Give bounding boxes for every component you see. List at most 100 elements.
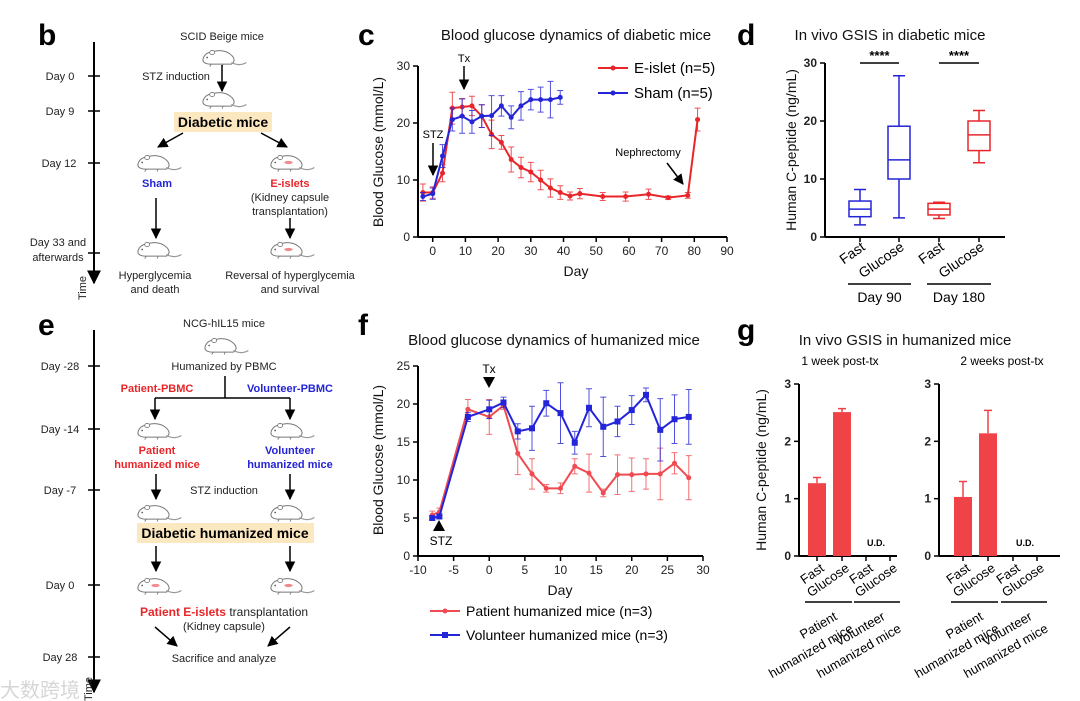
data-point [538,97,544,103]
highlight-box [174,112,272,132]
x-tick-label: 0 [429,244,436,258]
data-point [440,170,446,176]
mouse-illustration [137,241,182,260]
error-bar [959,480,967,497]
outcome-label: Reversal of hyperglycemia [225,270,355,282]
whisker [893,75,905,219]
watermark-logo: 大数跨境 [0,679,80,701]
series-1 [419,80,564,202]
x-tick-label: 15 [589,563,603,577]
mouse-illustration [137,504,182,523]
annotation-tx: Tx [458,53,471,65]
data-point [614,418,621,425]
volunteer-pbmc-label: Volunteer-PBMC [247,383,333,395]
data-point [529,471,535,477]
data-point [464,413,471,420]
y-tick-label: 0 [403,549,410,563]
annotation-stz: STZ [423,129,444,141]
data-point [558,485,563,491]
y-tick-label: 20 [804,114,818,128]
box-3 [967,109,991,164]
y-tick-label: 1 [924,492,931,506]
series-1 [429,382,692,521]
x-tick-label: 50 [590,244,604,258]
panel-d-chart: d In vivo GSIS in diabetic mice Human C-… [737,19,1005,305]
transplanted-mouse-illustration [271,155,314,171]
time-label: Time [77,276,89,300]
y-tick-label: 0 [403,230,410,244]
diabetic-label: Diabetic humanized mice [141,525,308,541]
panel-g-chart: g In vivo GSIS in humanized mice 1 week … [737,314,1060,681]
timeline-label: Day 12 [42,158,77,170]
data-point [646,191,652,197]
x-tick-label: 25 [661,563,675,577]
x-axis-label: Day [564,263,589,279]
data-point [500,399,507,406]
y-axis-label: Human C-peptide (ng/mL) [753,389,769,551]
end-label: Sacrifice and analyze [172,653,277,665]
y-tick-label: 0 [810,230,817,244]
data-point [486,406,493,413]
data-point [449,117,455,123]
x-tick-label: 10 [459,244,473,258]
x-tick-label: 90 [720,244,734,258]
data-point [643,471,649,477]
data-point [557,94,563,100]
data-point [529,425,535,432]
data-point [440,153,446,159]
significance-label: **** [869,48,890,63]
data-point [557,190,563,196]
x-tick-label: 40 [557,244,571,258]
mouse-illustration [202,49,247,68]
timeline-label: Day 9 [46,106,75,118]
data-point [657,426,664,433]
data-point [628,407,635,414]
patient-pbmc-label: Patient-PBMC [121,383,194,395]
annotation-nephrectomy: Nephrectomy [615,147,681,159]
x-tick-label: 30 [696,563,710,577]
box-1 [887,75,911,219]
data-point [518,164,524,170]
tx-marker-icon [483,377,495,388]
time-label: Time [83,677,95,701]
y-tick-label: 20 [397,397,411,411]
data-point [538,177,544,183]
subplot-title: 2 weeks post-tx [960,354,1043,368]
panel-letter: c [358,19,375,52]
data-point [586,404,592,411]
legend-label: Volunteer humanized mice (n=3) [466,627,668,643]
data-point [459,113,465,119]
diabetic-label: Diabetic mice [178,114,268,130]
data-point [465,406,471,412]
data-point [436,513,443,520]
eislets-note: transplantation) [252,206,328,218]
legend-label: Sham (n=5) [634,85,713,102]
group-label: Day 180 [933,289,985,305]
y-tick-label: 30 [397,59,411,73]
data-point [547,97,553,103]
box [887,125,911,180]
data-point [543,485,549,491]
legend-label: E-islet (n=5) [634,60,715,77]
data-point [571,439,578,446]
panel-b-diagram: b Day 0 Day 9 Day 12 Day 33 and afterwar… [30,19,356,300]
mouse-illustration [271,242,314,258]
mouse-illustration [270,422,315,441]
panel-letter: b [38,19,56,52]
annotation-stz: STZ [430,534,453,548]
y-tick-label: 2 [784,434,791,448]
series-line [432,393,689,519]
timeline-label: Day 33 and [30,237,86,249]
annotation-tx: Tx [482,362,495,376]
data-point [547,185,553,191]
whisker [854,188,866,226]
transplanted-mouse-illustration [271,578,314,594]
transplant-note: (Kidney capsule) [183,621,265,633]
panel-letter: d [737,19,755,52]
legend-label: Patient humanized mice (n=3) [466,603,652,619]
data-point [577,191,583,197]
data-point [685,413,692,420]
timeline-label: Day -28 [41,361,80,373]
data-point [671,416,678,423]
outcome-label: and survival [261,284,320,296]
